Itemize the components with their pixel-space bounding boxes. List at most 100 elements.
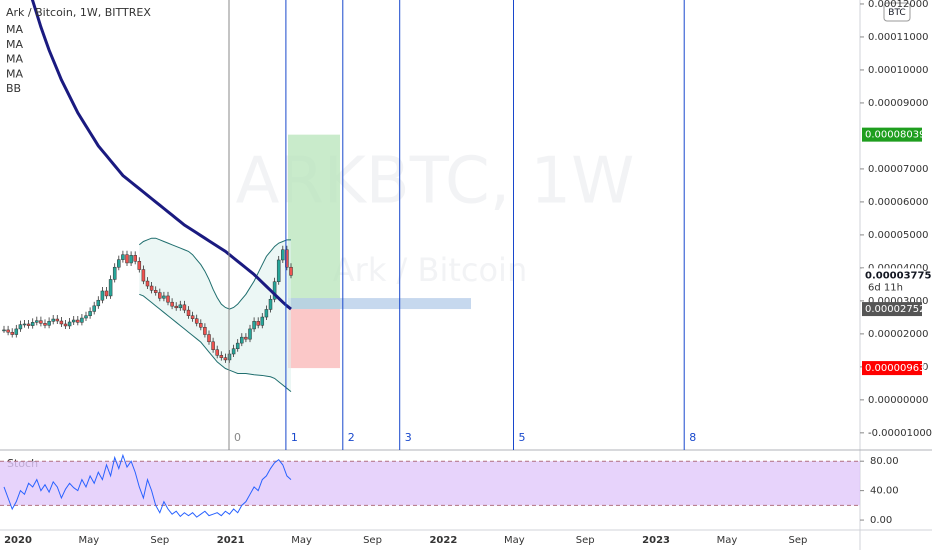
candle: [112, 266, 117, 280]
y-tick-label: 0.00006000: [868, 197, 928, 208]
candle: [55, 318, 60, 322]
candle: [145, 280, 150, 287]
candle: [47, 321, 51, 326]
candle: [199, 323, 203, 328]
candle: [84, 315, 88, 319]
price-tag-label: 0.00008039: [865, 130, 925, 141]
candle: [268, 298, 273, 310]
candle: [244, 336, 248, 340]
candle: [170, 301, 174, 307]
candle: [276, 259, 281, 282]
y-tick-label: -0.00001000: [868, 428, 932, 439]
candle: [137, 261, 142, 270]
candle: [203, 327, 207, 335]
x-tick-label: Sep: [150, 535, 169, 546]
candle: [63, 323, 68, 327]
candle: [104, 290, 109, 297]
bb-line: [139, 293, 292, 392]
stop-zone: [288, 309, 340, 369]
x-tick-label: May: [504, 535, 525, 546]
candle: [2, 329, 6, 332]
candle: [117, 259, 121, 268]
legend-indicator: MA: [6, 53, 23, 66]
candle: [182, 304, 187, 311]
fib-label: 8: [689, 431, 696, 444]
x-tick-label: 2020: [4, 535, 32, 546]
candle: [235, 342, 240, 349]
candle: [186, 309, 191, 316]
candle: [22, 323, 27, 326]
candle: [30, 322, 35, 326]
price-countdown: 6d 11h: [868, 282, 903, 293]
price-tag-label: 0.00000963: [865, 363, 925, 374]
candle: [272, 281, 277, 300]
bb-line: [138, 237, 291, 310]
candle: [194, 318, 199, 324]
candle: [6, 329, 10, 333]
fib-label: 0: [234, 431, 241, 444]
price-pane: [2, 0, 471, 392]
candle: [76, 319, 80, 323]
x-tick-label: Sep: [576, 535, 595, 546]
candle: [162, 295, 166, 299]
y-tick-label: 0.00005000: [868, 230, 928, 241]
y-tick-label: 0.00010000: [868, 65, 928, 76]
fib-label: 5: [519, 431, 526, 444]
y-tick-label: 0.00011000: [868, 32, 928, 43]
candle: [88, 311, 92, 316]
candle: [96, 299, 101, 307]
y-tick-label: 0.00000000: [868, 395, 928, 406]
y-tick-label: 0.00003000: [868, 296, 928, 307]
watermark-sub: Ark / Bitcoin: [333, 251, 527, 289]
x-tick-label: May: [79, 535, 100, 546]
fib-label: 2: [348, 431, 355, 444]
candle: [256, 321, 260, 326]
price-tag: [862, 127, 922, 142]
candle: [240, 336, 244, 344]
candle: [153, 290, 158, 293]
bb-fill: [139, 238, 291, 392]
candle: [178, 304, 183, 309]
candle: [158, 292, 162, 299]
candle: [43, 323, 47, 326]
candle: [219, 355, 224, 358]
y-tick-label: 0.00002000: [868, 329, 928, 340]
candle: [264, 309, 269, 318]
currency-label[interactable]: BTC: [888, 8, 905, 18]
candle: [141, 269, 146, 282]
candle: [215, 349, 219, 356]
candle: [80, 317, 84, 323]
candle: [100, 290, 105, 301]
x-tick-label: Sep: [363, 535, 382, 546]
candle: [35, 320, 39, 323]
candle: [26, 323, 31, 326]
fib-label: 1: [291, 431, 298, 444]
candle: [248, 328, 252, 340]
legend-indicator: MA: [6, 67, 23, 80]
ma-line: [30, 0, 292, 311]
candle: [260, 316, 265, 326]
stoch-band: [0, 461, 860, 506]
stoch-line: [3, 453, 292, 518]
candle: [190, 315, 195, 319]
legend-indicator: BB: [6, 82, 21, 95]
candle: [207, 334, 211, 343]
candle: [174, 305, 178, 309]
entry-bar: [288, 298, 471, 310]
x-tick-label: 2021: [217, 535, 245, 546]
x-tick-label: May: [717, 535, 738, 546]
price-tag-label: 0.00003775: [865, 270, 931, 281]
x-tick-label: 2022: [429, 535, 457, 546]
target-zone: [288, 134, 340, 310]
candle: [231, 348, 236, 355]
fib-label: 3: [405, 431, 412, 444]
candle: [71, 319, 76, 323]
y-tick-label: 0.00012000: [868, 0, 928, 10]
x-tick-label: Sep: [788, 535, 807, 546]
currency-button[interactable]: [883, 2, 911, 22]
candle: [92, 305, 96, 312]
candle: [39, 320, 43, 324]
candle: [129, 255, 133, 264]
candle: [252, 321, 256, 330]
